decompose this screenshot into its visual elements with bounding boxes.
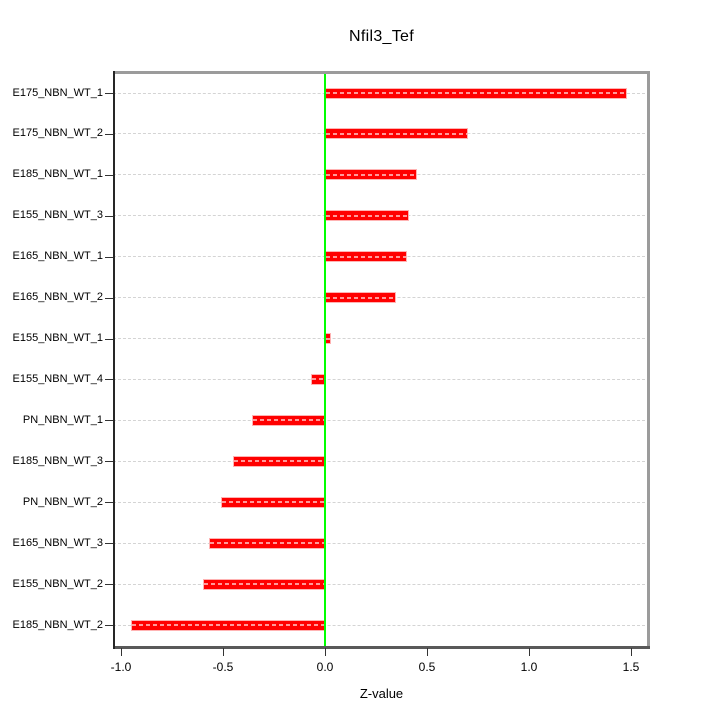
y-tick-mark bbox=[105, 584, 113, 586]
y-tick-mark bbox=[105, 174, 113, 176]
plot-border-bottom bbox=[113, 646, 650, 649]
y-tick-mark bbox=[105, 297, 113, 299]
plot-border-left bbox=[113, 71, 115, 649]
gridline bbox=[113, 501, 650, 503]
x-tick-label: -1.0 bbox=[110, 660, 132, 674]
y-axis-label: E185_NBN_WT_2 bbox=[12, 618, 104, 631]
x-tick-mark bbox=[427, 648, 428, 656]
x-tick-mark bbox=[121, 648, 122, 656]
x-tick-mark bbox=[529, 648, 530, 656]
y-axis-label: E155_NBN_WT_1 bbox=[12, 332, 104, 345]
x-tick-label: 1.0 bbox=[520, 660, 538, 674]
y-axis-label: E155_NBN_WT_4 bbox=[12, 372, 104, 385]
y-axis-label: E155_NBN_WT_3 bbox=[12, 209, 104, 222]
x-axis-label: Z-value bbox=[359, 686, 404, 701]
y-axis-label: E165_NBN_WT_1 bbox=[12, 250, 104, 263]
y-tick-mark bbox=[105, 93, 113, 94]
gridline bbox=[113, 419, 650, 421]
plot-border-right bbox=[647, 71, 650, 649]
y-tick-mark bbox=[105, 461, 113, 463]
gridline bbox=[113, 338, 650, 340]
zero-reference-line bbox=[324, 71, 326, 649]
x-tick-label: -0.5 bbox=[212, 660, 234, 674]
plot-area bbox=[113, 71, 650, 649]
gridline bbox=[113, 624, 650, 626]
x-tick-label: 0.0 bbox=[316, 660, 334, 674]
y-axis-label: E175_NBN_WT_1 bbox=[12, 86, 104, 99]
x-tick-mark bbox=[631, 648, 632, 656]
y-tick-mark bbox=[105, 625, 113, 626]
chart-title: Nfil3_Tef bbox=[349, 28, 414, 45]
plot-border-top bbox=[113, 71, 650, 74]
y-axis-label: E155_NBN_WT_2 bbox=[12, 577, 104, 590]
y-tick-mark bbox=[105, 133, 113, 135]
y-axis-label: E165_NBN_WT_3 bbox=[12, 536, 104, 549]
y-tick-mark bbox=[105, 215, 113, 217]
y-tick-mark bbox=[105, 420, 113, 422]
y-axis-label: E185_NBN_WT_1 bbox=[12, 168, 104, 181]
x-tick-mark bbox=[223, 648, 224, 656]
gridline bbox=[113, 378, 650, 380]
gridline bbox=[113, 460, 650, 462]
x-tick-label: 1.5 bbox=[622, 660, 640, 674]
y-axis-label: E175_NBN_WT_2 bbox=[12, 127, 104, 140]
y-tick-mark bbox=[105, 543, 113, 545]
gridline bbox=[113, 583, 650, 585]
gridline bbox=[113, 542, 650, 544]
y-axis-label: PN_NBN_WT_2 bbox=[22, 495, 103, 508]
y-tick-mark bbox=[105, 502, 113, 504]
y-tick-mark bbox=[105, 256, 113, 258]
x-tick-label: 0.5 bbox=[418, 660, 436, 674]
y-axis-label: PN_NBN_WT_1 bbox=[22, 413, 103, 426]
x-tick-mark bbox=[325, 648, 326, 656]
y-tick-mark bbox=[105, 379, 113, 381]
y-tick-mark bbox=[105, 338, 113, 340]
y-axis-label: E165_NBN_WT_2 bbox=[12, 291, 104, 304]
y-axis-label: E185_NBN_WT_3 bbox=[12, 454, 104, 467]
